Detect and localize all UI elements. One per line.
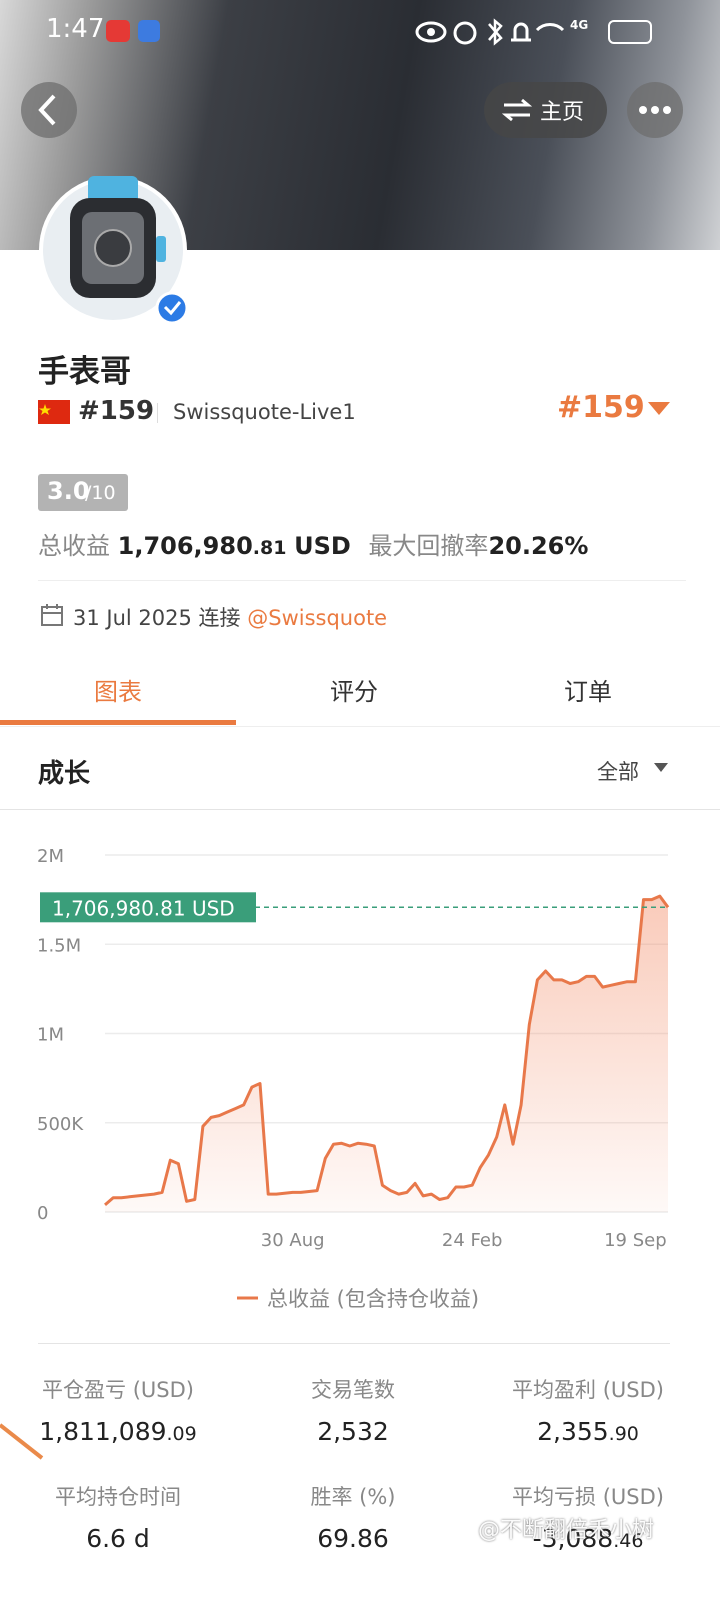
stat-label: 平均亏损 (USD) xyxy=(470,1481,706,1511)
divider xyxy=(0,809,720,810)
dropdown-icon xyxy=(654,763,668,772)
stat-label: 平均盈利 (USD) xyxy=(470,1374,706,1404)
divider xyxy=(38,580,686,581)
account: Swissquote-Live1 xyxy=(173,400,356,424)
score-max: /10 xyxy=(85,482,116,504)
broker-link[interactable]: @Swissquote xyxy=(247,606,388,630)
dropdown-icon xyxy=(648,402,670,415)
back-button[interactable] xyxy=(21,82,77,138)
value-main: 2,355 xyxy=(537,1417,609,1446)
y-tick-label: 2M xyxy=(37,846,64,867)
user-name: 手表哥 xyxy=(38,354,131,390)
value-main: 1,811,089 xyxy=(39,1417,167,1446)
avatar xyxy=(39,176,189,325)
label-text: 平仓盈亏 (USD) xyxy=(42,1378,194,1402)
stat-value: 2,355.90 xyxy=(470,1417,706,1446)
y-tick-label: 1.5M xyxy=(37,935,81,956)
line xyxy=(104,894,670,1207)
rank-badge[interactable]: #159 xyxy=(557,390,645,425)
score-box: 3.0 /10 xyxy=(38,474,128,511)
stat-value: 2,532 xyxy=(235,1417,471,1446)
x-tick-label: 19 Sep xyxy=(604,1230,667,1251)
home-button[interactable]: 主页 xyxy=(484,82,607,138)
connected-row: 31 Jul 2025 连接 @Swissquote xyxy=(73,602,387,632)
separator xyxy=(157,403,158,423)
clock: 1:47 xyxy=(46,14,105,44)
calendar-icon xyxy=(41,604,63,626)
reference-label: 1,706,980.81 USD xyxy=(52,896,235,920)
stat-value: 69.86 xyxy=(235,1524,471,1553)
stat-value: -3,088.46 xyxy=(470,1524,706,1553)
x-tick-label: 30 Aug xyxy=(261,1230,325,1251)
label-text: 平均盈利 (USD) xyxy=(512,1378,664,1402)
label-text: 交易笔数 xyxy=(311,1378,395,1402)
y-tick-label: 0 xyxy=(37,1203,48,1224)
y-tick-label: 500K xyxy=(37,1114,84,1135)
value-decimals: .46 xyxy=(613,1530,644,1552)
more-icon xyxy=(639,106,671,114)
value-decimals: .09 xyxy=(166,1423,197,1445)
chart: 0 500K 1M 1.5M 2M 30 Aug 24 Feb 19 Sep 1,706,980… xyxy=(37,846,670,1311)
battery xyxy=(608,20,652,44)
value: 20.26% xyxy=(488,532,589,560)
swap-icon xyxy=(502,98,532,122)
annotation-stroke xyxy=(0,1423,44,1460)
score: 3.0 xyxy=(47,477,90,505)
tab[interactable]: 评分 xyxy=(330,678,378,706)
value-decimals: .90 xyxy=(608,1423,639,1445)
value-main: 69.86 xyxy=(317,1524,389,1553)
profit-row: 总收益 1,706,980.81 USD 最大回撤率20.26% xyxy=(38,526,588,561)
label: 总收益 xyxy=(38,532,110,560)
tab[interactable]: 图表 xyxy=(94,678,142,706)
label: 最大回撤率 xyxy=(368,532,489,560)
watermark: @不断翻倍禾小树 xyxy=(478,1518,655,1543)
tab[interactable]: 订单 xyxy=(564,678,612,706)
value-main: 6.6 d xyxy=(86,1524,150,1553)
network-type: 4G xyxy=(570,18,589,32)
divider xyxy=(38,1343,670,1344)
app-icon xyxy=(106,20,130,42)
stat-value: 1,811,089.09 xyxy=(0,1417,236,1446)
y-tick-label: 1M xyxy=(37,1025,64,1046)
app-icon xyxy=(138,20,160,42)
value-main: -3,088 xyxy=(532,1524,614,1553)
stat-label: 胜率 (%) xyxy=(235,1481,471,1511)
label-text: 平均亏损 (USD) xyxy=(512,1485,664,1509)
label-text: 平均持仓时间 xyxy=(55,1485,181,1509)
label: 连接 xyxy=(198,606,241,630)
unit: USD xyxy=(294,532,351,560)
range-select[interactable]: 全部 xyxy=(597,760,639,784)
area-fill xyxy=(105,896,668,1212)
value-main: 2,532 xyxy=(317,1417,389,1446)
stat-label: 交易笔数 xyxy=(235,1374,471,1404)
x-tick-label: 24 Feb xyxy=(442,1230,503,1251)
flag xyxy=(38,400,70,424)
stat-value: 6.6 d xyxy=(0,1524,236,1553)
stat-label: 平均持仓时间 xyxy=(0,1481,236,1511)
legend-label: 总收益 (包含持仓收益) xyxy=(267,1287,479,1311)
rank: #159 xyxy=(78,396,155,426)
status-icons xyxy=(415,18,565,46)
value-decimals: .81 xyxy=(252,537,287,559)
label-text: 胜率 (%) xyxy=(310,1485,396,1509)
reference-label-bg xyxy=(40,892,256,923)
divider xyxy=(0,726,720,727)
tab-indicator xyxy=(0,720,236,725)
more-button[interactable] xyxy=(627,82,683,138)
value: 1,706,980 xyxy=(117,532,253,560)
back-icon xyxy=(38,94,56,126)
section-title: 成长 xyxy=(38,759,91,789)
date: 31 Jul 2025 xyxy=(73,606,192,630)
home-label: 主页 xyxy=(540,100,585,125)
stat-label: 平仓盈亏 (USD) xyxy=(0,1374,236,1404)
